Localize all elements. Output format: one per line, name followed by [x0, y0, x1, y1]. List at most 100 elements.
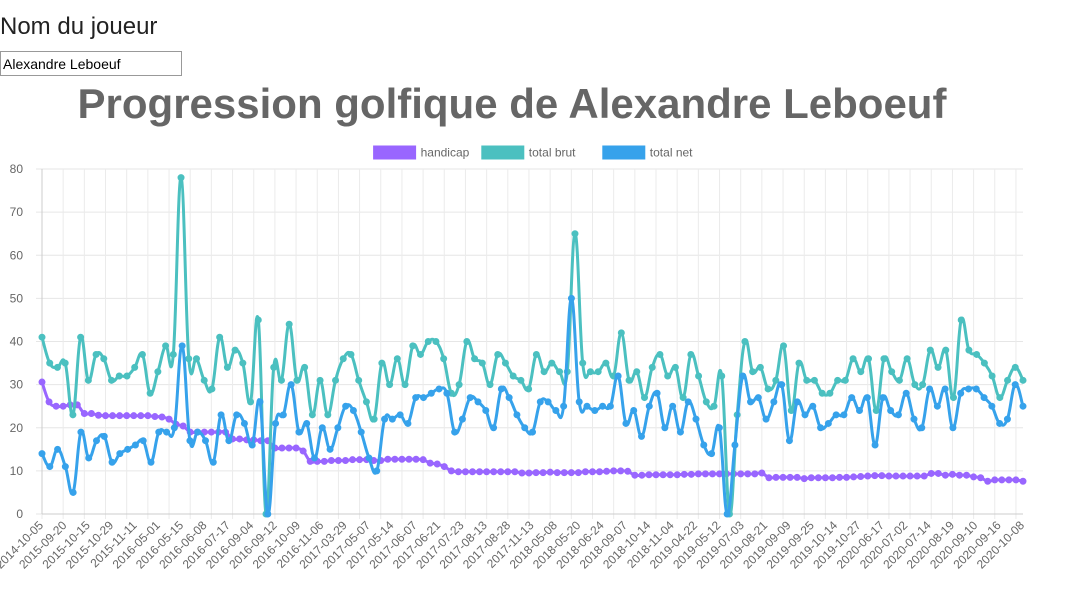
- data-point[interactable]: [648, 363, 656, 371]
- data-point[interactable]: [318, 424, 326, 432]
- data-point[interactable]: [540, 368, 548, 376]
- data-point[interactable]: [669, 402, 677, 410]
- data-point[interactable]: [666, 471, 674, 479]
- data-point[interactable]: [386, 381, 394, 389]
- data-point[interactable]: [840, 411, 848, 419]
- data-point[interactable]: [926, 385, 934, 393]
- data-point[interactable]: [739, 372, 747, 380]
- data-point[interactable]: [373, 467, 381, 475]
- data-point[interactable]: [521, 424, 529, 432]
- data-point[interactable]: [77, 333, 85, 341]
- data-point[interactable]: [202, 437, 209, 445]
- data-point[interactable]: [673, 471, 681, 479]
- data-point[interactable]: [772, 376, 780, 384]
- data-point[interactable]: [433, 460, 441, 468]
- data-point[interactable]: [762, 415, 770, 423]
- data-point[interactable]: [977, 474, 985, 482]
- data-point[interactable]: [102, 412, 110, 420]
- data-point[interactable]: [910, 415, 918, 423]
- data-point[interactable]: [486, 381, 494, 389]
- data-point[interactable]: [865, 355, 873, 363]
- data-point[interactable]: [59, 402, 67, 410]
- data-point[interactable]: [525, 469, 533, 477]
- data-point[interactable]: [349, 407, 357, 414]
- data-point[interactable]: [864, 472, 872, 480]
- data-point[interactable]: [466, 394, 474, 402]
- data-point[interactable]: [474, 398, 482, 406]
- data-point[interactable]: [659, 471, 667, 479]
- data-point[interactable]: [285, 320, 293, 328]
- data-point[interactable]: [617, 467, 625, 475]
- data-point[interactable]: [194, 428, 202, 436]
- data-point[interactable]: [158, 413, 166, 421]
- data-point[interactable]: [334, 424, 342, 432]
- data-point[interactable]: [463, 338, 471, 345]
- data-point[interactable]: [209, 458, 217, 466]
- data-point[interactable]: [588, 468, 596, 476]
- data-point[interactable]: [895, 376, 903, 384]
- data-point[interactable]: [872, 407, 880, 414]
- data-point[interactable]: [583, 402, 591, 410]
- data-point[interactable]: [347, 350, 355, 358]
- data-point[interactable]: [1003, 415, 1011, 423]
- data-point[interactable]: [676, 428, 684, 436]
- data-point[interactable]: [638, 471, 646, 479]
- data-point[interactable]: [342, 402, 350, 410]
- data-point[interactable]: [758, 469, 766, 477]
- data-point[interactable]: [225, 437, 233, 445]
- data-point[interactable]: [687, 470, 695, 478]
- data-point[interactable]: [146, 389, 154, 397]
- data-point[interactable]: [544, 398, 552, 406]
- data-point[interactable]: [687, 350, 695, 358]
- data-point[interactable]: [708, 470, 716, 478]
- data-point[interactable]: [186, 437, 194, 445]
- data-point[interactable]: [131, 363, 139, 371]
- data-point[interactable]: [482, 407, 490, 414]
- data-point[interactable]: [432, 338, 440, 345]
- data-point[interactable]: [162, 342, 170, 350]
- data-point[interactable]: [370, 415, 378, 423]
- data-point[interactable]: [567, 294, 575, 302]
- data-point[interactable]: [749, 368, 757, 376]
- data-point[interactable]: [972, 385, 980, 393]
- data-point[interactable]: [405, 455, 413, 463]
- data-point[interactable]: [980, 394, 988, 402]
- data-point[interactable]: [715, 424, 723, 432]
- data-point[interactable]: [416, 350, 424, 358]
- data-point[interactable]: [137, 412, 145, 420]
- data-point[interactable]: [710, 402, 718, 410]
- data-point[interactable]: [38, 450, 46, 458]
- data-point[interactable]: [139, 437, 147, 445]
- data-point[interactable]: [458, 415, 466, 423]
- data-point[interactable]: [247, 398, 255, 406]
- data-point[interactable]: [841, 376, 849, 384]
- data-point[interactable]: [412, 455, 420, 463]
- data-point[interactable]: [903, 355, 911, 363]
- data-point[interactable]: [888, 368, 896, 376]
- data-point[interactable]: [998, 476, 1006, 484]
- data-point[interactable]: [824, 419, 832, 427]
- data-point[interactable]: [365, 454, 373, 462]
- data-point[interactable]: [1004, 376, 1012, 384]
- data-point[interactable]: [603, 467, 611, 475]
- data-point[interactable]: [843, 473, 851, 481]
- data-point[interactable]: [645, 471, 653, 479]
- data-point[interactable]: [239, 359, 247, 367]
- data-point[interactable]: [624, 467, 632, 475]
- data-point[interactable]: [299, 447, 307, 455]
- data-point[interactable]: [708, 450, 716, 458]
- data-point[interactable]: [391, 455, 399, 463]
- data-point[interactable]: [606, 402, 614, 410]
- data-point[interactable]: [934, 469, 942, 477]
- data-point[interactable]: [785, 437, 793, 445]
- data-point[interactable]: [332, 376, 340, 384]
- data-point[interactable]: [556, 368, 564, 376]
- data-point[interactable]: [396, 411, 404, 419]
- data-point[interactable]: [100, 355, 108, 363]
- data-point[interactable]: [295, 428, 303, 436]
- data-point[interactable]: [440, 463, 448, 471]
- data-point[interactable]: [144, 412, 152, 420]
- data-point[interactable]: [756, 363, 764, 371]
- data-point[interactable]: [108, 458, 116, 466]
- data-point[interactable]: [826, 389, 834, 397]
